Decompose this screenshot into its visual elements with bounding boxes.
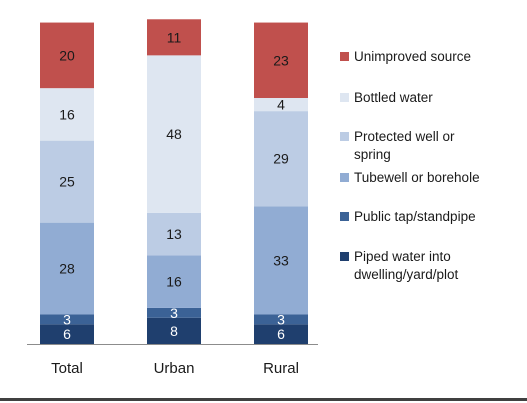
legend-swatch-piped-water-into-dwelling-yard-plot [340, 252, 349, 261]
bar-segment-rural-bottled-water [254, 98, 308, 112]
data-label-total-public-tap-standpipe: 3 [63, 311, 71, 327]
data-label-urban-public-tap-standpipe: 3 [170, 305, 178, 321]
data-label-urban-piped-water-into-dwelling-yard-plot: 8 [170, 323, 178, 339]
category-labels-group: Total Urban Rural [51, 360, 299, 377]
bottom-rule [0, 398, 527, 401]
legend-label-protected-well-or-spring-line-2: spring [354, 147, 391, 162]
bar-segment-urban-public-tap-standpipe [147, 307, 201, 318]
data-label-total-bottled-water: 16 [59, 106, 75, 122]
bar-segment-urban-tubewell-or-borehole [147, 255, 201, 308]
bar-segment-urban-piped-water-into-dwelling-yard-plot [147, 317, 201, 344]
category-label-urban: Urban [154, 360, 195, 377]
data-label-total-tubewell-or-borehole: 28 [59, 261, 75, 277]
bar-segment-total-protected-well-or-spring [40, 140, 94, 223]
data-label-rural-protected-well-or-spring: 29 [273, 151, 289, 167]
bar-segment-urban-unimproved-source [147, 19, 201, 56]
legend-swatch-unimproved-source [340, 52, 349, 61]
data-label-urban-protected-well-or-spring: 13 [166, 226, 182, 242]
data-label-urban-tubewell-or-borehole: 16 [166, 274, 182, 290]
legend-swatch-protected-well-or-spring [340, 132, 349, 141]
legend-swatch-tubewell-or-borehole [340, 173, 349, 182]
bar-segment-urban-bottled-water [147, 55, 201, 213]
data-label-rural-unimproved-source: 23 [273, 52, 289, 68]
bar-segment-rural-tubewell-or-borehole [254, 206, 308, 315]
data-label-rural-tubewell-or-borehole: 33 [273, 252, 289, 268]
bar-segment-total-tubewell-or-borehole [40, 222, 94, 315]
bar-segment-total-public-tap-standpipe [40, 314, 94, 325]
bar-segment-total-piped-water-into-dwelling-yard-plot [40, 324, 94, 344]
data-label-total-unimproved-source: 20 [59, 47, 75, 63]
bar-segment-rural-unimproved-source [254, 22, 308, 99]
data-label-urban-bottled-water: 48 [166, 126, 182, 142]
data-label-rural-bottled-water: 4 [277, 97, 285, 113]
bar-segment-rural-piped-water-into-dwelling-yard-plot [254, 324, 308, 344]
bar-segment-rural-public-tap-standpipe [254, 314, 308, 325]
legend-swatch-public-tap-standpipe [340, 212, 349, 221]
legend-label-bottled-water: Bottled water [354, 90, 433, 105]
legend-label-piped-water-into-dwelling-yard-plot-line-2: dwelling/yard/plot [354, 267, 459, 282]
data-label-total-protected-well-or-spring: 25 [59, 174, 75, 190]
legend: Unimproved source Bottled water Protected … [340, 49, 480, 282]
legend-label-unimproved-source: Unimproved source [354, 49, 471, 64]
data-label-total-piped-water-into-dwelling-yard-plot: 6 [63, 326, 71, 342]
legend-label-protected-well-or-spring: Protected well or [354, 129, 455, 144]
data-label-rural-public-tap-standpipe: 3 [277, 311, 285, 327]
data-label-rural-piped-water-into-dwelling-yard-plot: 6 [277, 326, 285, 342]
bar-segment-total-unimproved-source [40, 22, 94, 89]
legend-label-piped-water-into-dwelling-yard-plot: Piped water into [354, 249, 451, 264]
category-label-total: Total [51, 360, 83, 377]
bar-segment-rural-protected-well-or-spring [254, 111, 308, 207]
bar-segment-urban-protected-well-or-spring [147, 212, 201, 256]
bar-segment-total-bottled-water [40, 88, 94, 141]
legend-label-tubewell-or-borehole: Tubewell or borehole [354, 170, 480, 185]
category-label-rural: Rural [263, 360, 299, 377]
data-label-urban-unimproved-source: 11 [167, 29, 182, 45]
legend-swatch-bottled-water [340, 93, 349, 102]
bars-group [27, 19, 318, 345]
legend-label-public-tap-standpipe: Public tap/standpipe [354, 209, 476, 224]
